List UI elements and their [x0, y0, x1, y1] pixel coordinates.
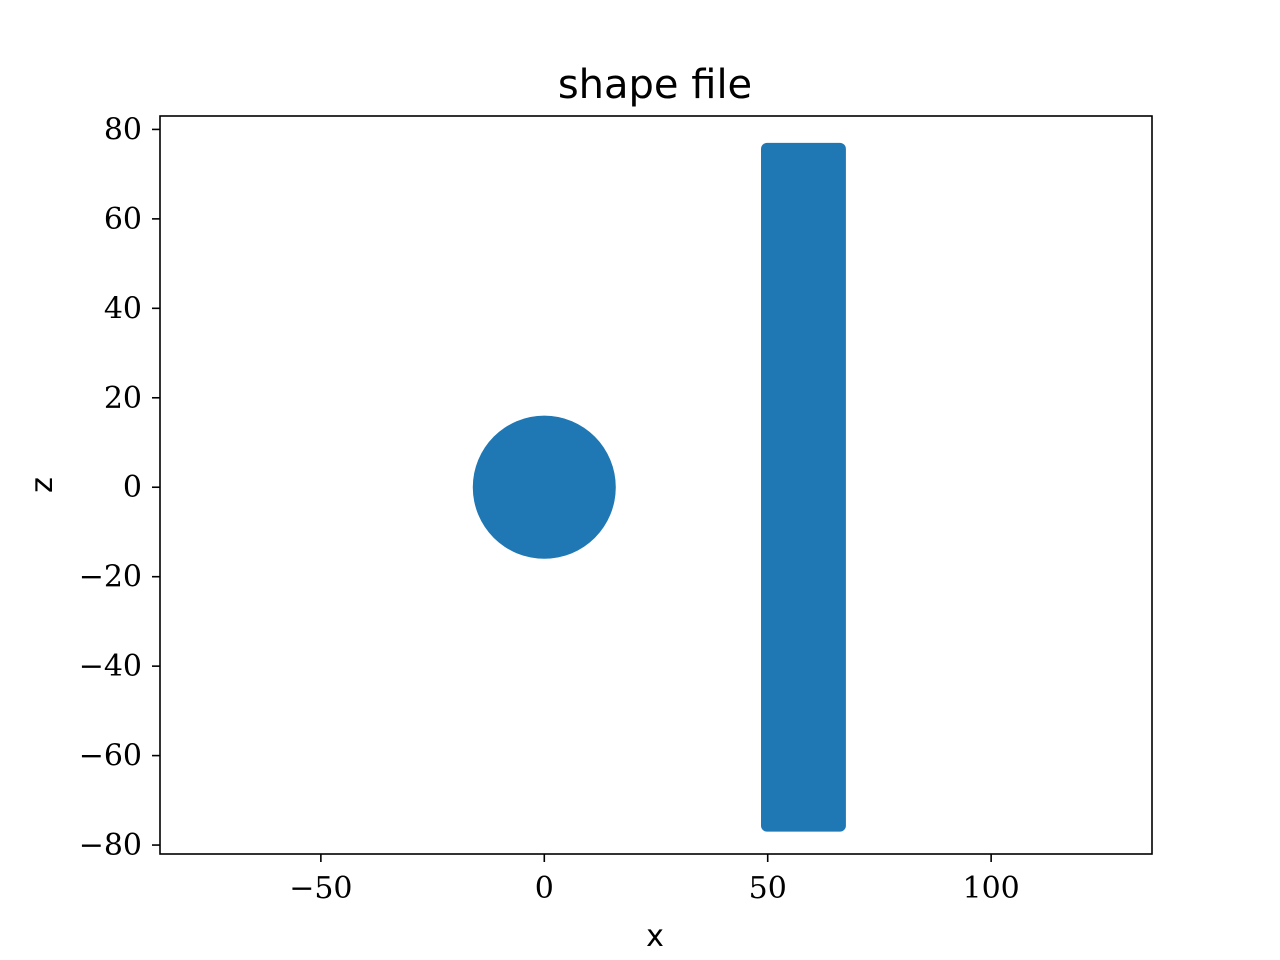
y-tick-label: 80	[104, 112, 142, 147]
x-tick-label: 50	[749, 871, 787, 906]
y-tick-label: 60	[104, 202, 142, 237]
y-tick-label: 20	[104, 381, 142, 416]
y-tick-label: −80	[79, 828, 142, 863]
y-tick-label: 40	[104, 291, 142, 326]
axis-ticks: −50 0 50 100 −80 −60 −40 −20 0 20 40 60 80	[79, 112, 1020, 906]
scatter-disk-cluster	[472, 415, 616, 559]
scatter-slab-cluster	[761, 142, 846, 832]
chart-title: shape file	[558, 62, 752, 108]
y-tick-label: 0	[123, 470, 142, 505]
y-axis-label: z	[25, 477, 60, 493]
axes-frame	[159, 115, 1153, 855]
y-tick-label: −40	[79, 649, 142, 684]
x-tick-label: 100	[963, 871, 1020, 906]
y-tick-label: −60	[79, 739, 142, 774]
x-axis-label: x	[646, 919, 664, 954]
plot-area	[472, 142, 846, 832]
y-tick-label: −20	[79, 560, 142, 595]
x-tick-label: 0	[535, 871, 554, 906]
x-tick-label: −50	[289, 871, 352, 906]
